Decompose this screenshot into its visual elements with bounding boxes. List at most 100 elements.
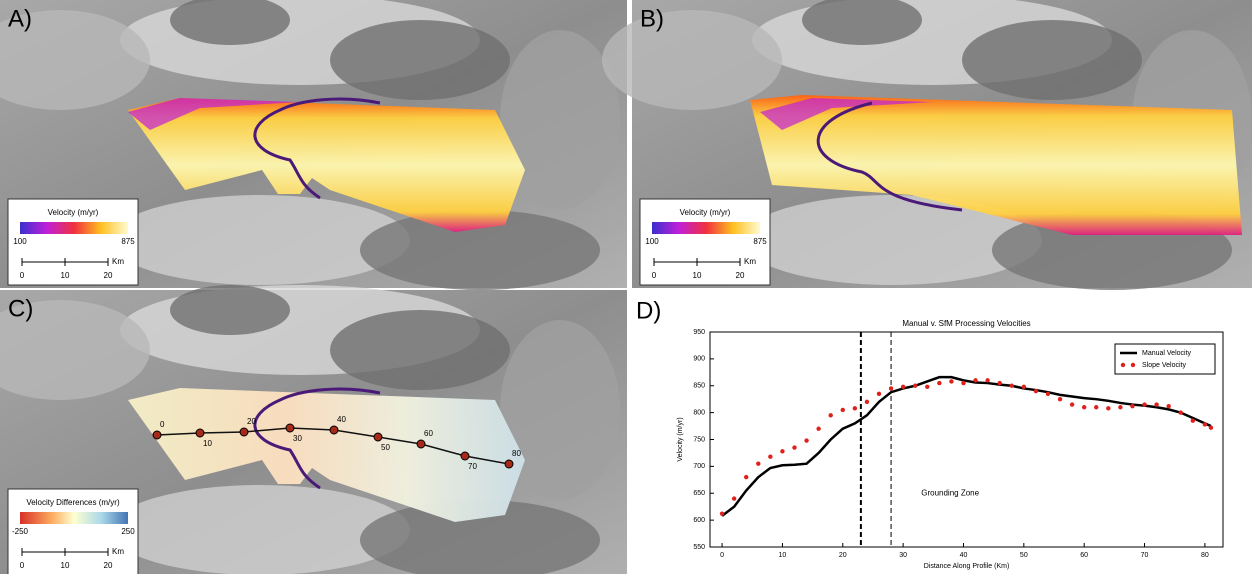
terrain-feature xyxy=(602,10,782,110)
profile-point xyxy=(461,452,469,460)
scale-unit: Km xyxy=(744,257,756,266)
x-tick-label: 0 xyxy=(720,552,724,559)
x-axis-label: Distance Along Profile (Km) xyxy=(924,563,1010,570)
series-point xyxy=(901,385,905,389)
profile-point xyxy=(374,433,382,441)
profile-label: 50 xyxy=(381,443,390,452)
series-point xyxy=(768,455,772,459)
y-tick-label: 900 xyxy=(693,356,705,363)
y-tick-label: 650 xyxy=(693,490,705,497)
colorbar-max: 875 xyxy=(753,237,767,246)
scale-label: 20 xyxy=(104,271,113,280)
profile-label: 30 xyxy=(293,434,302,443)
legend-title: Velocity (m/yr) xyxy=(680,208,731,217)
legend-box xyxy=(1115,344,1215,374)
series-point xyxy=(937,381,941,385)
scale-label: 0 xyxy=(20,271,25,280)
profile-point xyxy=(417,440,425,448)
legend-title: Velocity Differences (m/yr) xyxy=(26,498,120,507)
profile-label: 80 xyxy=(512,449,521,458)
series-point xyxy=(985,378,989,382)
legend-label: Slope Velocity xyxy=(1142,362,1186,369)
colorbar-max: 875 xyxy=(121,237,135,246)
annotation: Grounding Zone xyxy=(921,488,979,497)
colorbar-min: -250 xyxy=(12,527,29,536)
profile-label: 70 xyxy=(468,462,477,471)
scale-label: 0 xyxy=(652,271,657,280)
series-point xyxy=(865,400,869,404)
series-point xyxy=(841,408,845,412)
profile-point xyxy=(286,424,294,432)
profile-label: 60 xyxy=(424,429,433,438)
terrain-feature xyxy=(962,20,1142,100)
series-point xyxy=(1094,405,1098,409)
y-tick-label: 550 xyxy=(693,544,705,551)
series-point xyxy=(1022,385,1026,389)
scale-unit: Km xyxy=(112,547,124,556)
profile-label: 0 xyxy=(160,420,165,429)
scale-label: 20 xyxy=(104,561,113,570)
panel-label: C) xyxy=(8,295,33,322)
panel-label: B) xyxy=(640,5,664,32)
x-tick-label: 50 xyxy=(1020,552,1028,559)
series-point xyxy=(780,449,784,453)
series-point xyxy=(1034,389,1038,393)
series-point xyxy=(804,438,808,442)
scale-label: 10 xyxy=(61,271,70,280)
series-point xyxy=(720,511,724,515)
series-point xyxy=(997,381,1001,385)
colorbar-min: 100 xyxy=(13,237,27,246)
scale-label: 10 xyxy=(693,271,702,280)
profile-point xyxy=(240,428,248,436)
y-tick-label: 850 xyxy=(693,383,705,390)
series-point xyxy=(889,386,893,390)
series-point xyxy=(1010,384,1014,388)
panel-label: D) xyxy=(636,297,661,324)
legend-swatch xyxy=(1131,363,1135,367)
series-point xyxy=(756,461,760,465)
series-point xyxy=(1130,404,1134,408)
legend-label: Manual Velocity xyxy=(1142,350,1192,357)
map-panel: C)Velocity Differences (m/yr)-2502500102… xyxy=(0,285,627,574)
profile-label: 40 xyxy=(337,415,346,424)
series-point xyxy=(1209,425,1213,429)
series-point xyxy=(973,378,977,382)
scale-label: 0 xyxy=(20,561,25,570)
legend-swatch xyxy=(1121,363,1125,367)
terrain-feature xyxy=(330,310,510,390)
colorbar xyxy=(20,222,128,234)
chart-title: Manual v. SfM Processing Velocities xyxy=(902,319,1030,328)
scale-label: 20 xyxy=(736,271,745,280)
x-tick-label: 80 xyxy=(1201,552,1209,559)
series-point xyxy=(792,445,796,449)
series-point xyxy=(1166,404,1170,408)
profile-label: 20 xyxy=(247,417,256,426)
terrain-feature xyxy=(170,285,290,335)
figure: A)Velocity (m/yr)10087501020KmB)Velocity… xyxy=(0,0,1252,574)
colorbar-min: 100 xyxy=(645,237,659,246)
series-point xyxy=(1191,418,1195,422)
profile-point xyxy=(505,460,513,468)
series-point xyxy=(853,406,857,410)
colorbar xyxy=(20,512,128,524)
y-tick-label: 950 xyxy=(693,329,705,336)
series-point xyxy=(732,496,736,500)
series-point xyxy=(913,384,917,388)
y-tick-label: 700 xyxy=(693,463,705,470)
x-tick-label: 70 xyxy=(1141,552,1149,559)
map-panel: B) Velocity (m/yr) 100 875 0 10 20 Km xyxy=(602,0,1252,290)
series-point xyxy=(1142,402,1146,406)
x-tick-label: 30 xyxy=(899,552,907,559)
series-point xyxy=(1058,397,1062,401)
x-tick-label: 40 xyxy=(960,552,968,559)
series-point xyxy=(829,413,833,417)
y-tick-label: 600 xyxy=(693,517,705,524)
legend-title: Velocity (m/yr) xyxy=(48,208,99,217)
terrain-feature xyxy=(330,20,510,100)
series-point xyxy=(961,381,965,385)
scale-unit: Km xyxy=(112,257,124,266)
y-tick-label: 800 xyxy=(693,409,705,416)
series-point xyxy=(1154,402,1158,406)
series-point xyxy=(925,385,929,389)
